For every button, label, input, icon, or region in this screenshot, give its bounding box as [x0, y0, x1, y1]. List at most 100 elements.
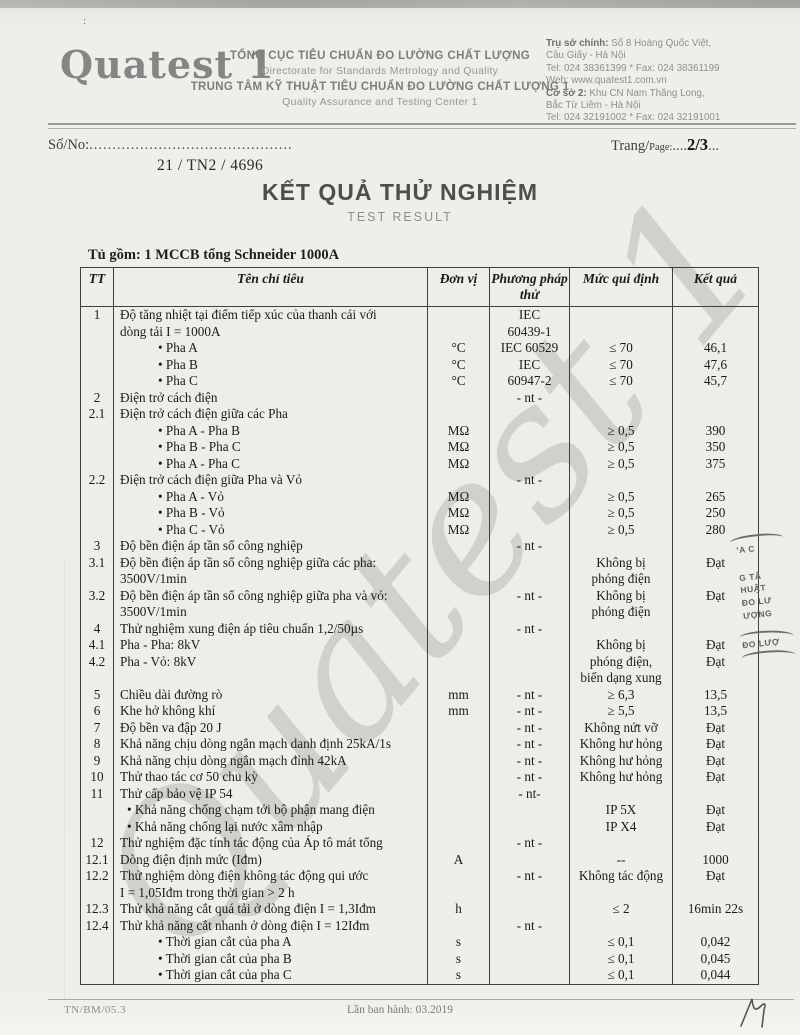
cell-result: Đạt	[705, 769, 726, 784]
cell-requirement: Không hư hỏng	[570, 752, 673, 769]
cell-criterion-name: Thử khả năng cắt quá tải ở dòng điện I =…	[114, 901, 428, 918]
document-subtitle: TEST RESULT	[347, 210, 453, 224]
organization-names: TỔNG CỤC TIÊU CHUẨN ĐO LƯỜNG CHẤT LƯỢNG …	[191, 50, 570, 108]
cell-criterion-name: • Pha C - Vỏ	[114, 521, 428, 538]
cell-unit	[428, 406, 490, 423]
cell-criterion-name	[114, 670, 428, 687]
address-text: Tel: 024 38361399 * Fax: 024 38361199	[546, 62, 720, 74]
cell-method	[490, 818, 570, 835]
cell-method: - nt-	[490, 785, 570, 802]
cell-unit: MΩ	[428, 422, 490, 439]
cell-method: - nt -	[490, 538, 570, 555]
cell-tt	[81, 934, 114, 951]
cell-unit	[428, 917, 490, 934]
cell-unit	[428, 538, 490, 555]
footer-divider	[48, 999, 794, 1000]
cell-tt: 1	[81, 307, 114, 324]
cell-requirement: IP X4	[570, 818, 673, 835]
cell-tt: 12	[81, 835, 114, 852]
document-title: KẾT QUẢ THỬ NGHIỆM	[261, 179, 539, 205]
cell-criterion-name: Thử nghiệm dòng điện không tác động qui …	[114, 868, 428, 885]
col-header-name: Tên chỉ tiêu	[114, 268, 428, 307]
center-name-en: Quality Assurance and Testing Center 1	[282, 96, 478, 108]
stamp-text-fragment: ƯỢNG	[742, 607, 773, 621]
cell-result	[673, 786, 758, 803]
cell-criterion-name: Thử nghiệm đặc tính tác động của Áp tô m…	[114, 835, 428, 852]
cell-unit	[428, 670, 490, 687]
cell-method	[490, 884, 570, 901]
cell-criterion-name: Pha - Vỏ: 8kV	[114, 653, 428, 670]
cell-criterion-name: Độ bền điện áp tần số công nghiệp giữa p…	[114, 587, 428, 604]
cell-unit	[428, 620, 490, 637]
cell-method	[490, 851, 570, 868]
cell-method	[490, 521, 570, 538]
cell-tt	[81, 323, 114, 340]
cell-tt	[81, 340, 114, 357]
cell-result: Đạt	[705, 802, 726, 817]
cell-unit	[428, 323, 490, 340]
cell-result	[673, 324, 758, 341]
cell-method	[490, 554, 570, 571]
cell-result: 13,5	[703, 703, 728, 718]
col-header-unit: Đơn vị	[428, 268, 490, 307]
cell-requirement	[570, 884, 673, 901]
cell-criterion-name: • Pha B - Vỏ	[114, 505, 428, 522]
cell-result: 375	[705, 455, 726, 471]
cell-unit: MΩ	[428, 505, 490, 522]
cell-unit: MΩ	[428, 439, 490, 456]
cell-requirement: ≥ 0,5	[570, 488, 673, 505]
cell-result: 0,042	[700, 934, 731, 949]
cell-requirement: biến dạng xung	[570, 670, 673, 687]
center-name-vi: TRUNG TÂM KỸ THUẬT TIÊU CHUẨN ĐO LƯỜNG C…	[190, 81, 570, 93]
cell-result: 250	[705, 505, 726, 520]
cell-method	[490, 455, 570, 472]
cell-unit: h	[428, 901, 490, 918]
cell-tt	[81, 422, 114, 439]
cell-method: IEC	[490, 356, 570, 373]
address-line: Trụ sở chính: Số 8 Hoàng Quốc Việt,	[546, 38, 796, 50]
address-block: Trụ sở chính: Số 8 Hoàng Quốc Việt, Cầu …	[546, 38, 796, 125]
cell-method: - nt -	[490, 703, 570, 720]
col-header-result: Kết quả	[673, 268, 758, 307]
cell-tt: 12.4	[81, 917, 114, 934]
cell-requirement: Không hư hỏng	[570, 769, 673, 786]
address-text: Cầu Giấy - Hà Nội	[546, 50, 626, 62]
cell-criterion-name: • Khả năng chống lại nước xâm nhập	[114, 818, 428, 835]
cell-method: 60439-1	[490, 323, 570, 340]
cell-criterion-name: Chiều dài đường rò	[114, 686, 428, 703]
test-results-table: TT Tên chỉ tiêu Đơn vị Phương pháp thử M…	[80, 267, 759, 985]
cell-result: 0,044	[700, 967, 731, 982]
cell-method: 60947-2	[490, 373, 570, 390]
address-label: Trụ sở chính:	[546, 38, 609, 49]
cell-unit	[428, 769, 490, 786]
cell-tt	[81, 950, 114, 967]
org-name-en: Directorate for Standards Metrology and …	[261, 65, 499, 77]
cell-result: Đạt	[705, 554, 726, 570]
cell-criterion-name: Khả năng chịu dòng ngắn mạch đỉnh 42kA	[114, 752, 428, 769]
cell-method: - nt -	[490, 769, 570, 786]
cell-requirement: phóng điện	[570, 571, 673, 588]
cell-requirement: ≤ 0,1	[570, 950, 673, 967]
cell-tt	[81, 505, 114, 522]
cell-method	[490, 604, 570, 621]
stamp-text-fragment: ʼA C	[735, 543, 756, 556]
cell-method	[490, 422, 570, 439]
cell-method	[490, 967, 570, 984]
cell-result: Đạt	[705, 818, 726, 834]
stamp-text-fragment: ĐO LƯ	[741, 594, 773, 609]
cell-result: Đạt	[705, 637, 726, 652]
cell-tt	[81, 818, 114, 835]
cell-criterion-name: I = 1,05Iđm trong thời gian > 2 h	[114, 884, 428, 901]
cell-method: - nt -	[490, 719, 570, 736]
cell-unit	[428, 571, 490, 588]
address-line: Cơ sở 2: Khu CN Nam Thăng Long,	[546, 88, 796, 100]
cell-result	[673, 885, 758, 902]
cell-tt	[81, 802, 114, 819]
cell-method: - nt -	[490, 917, 570, 934]
address-line: Cầu Giấy - Hà Nội	[546, 50, 796, 62]
cell-criterion-name: 3500V/1min	[114, 571, 428, 588]
cell-requirement	[570, 620, 673, 637]
cell-unit: °C	[428, 373, 490, 390]
cell-criterion-name: • Pha B	[114, 356, 428, 373]
cell-unit	[428, 554, 490, 571]
